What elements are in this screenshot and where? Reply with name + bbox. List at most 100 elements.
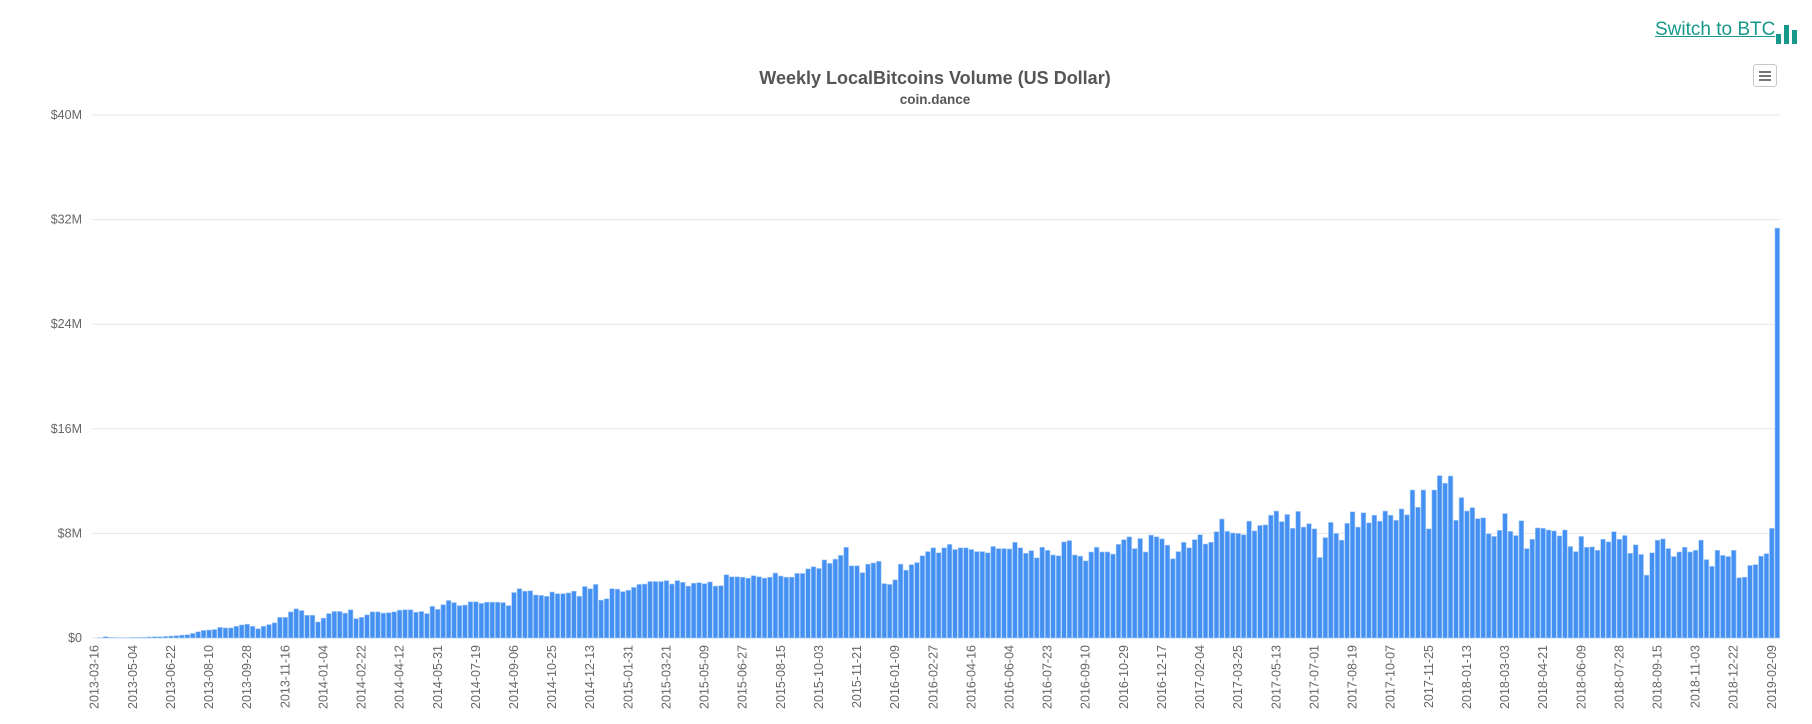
bar[interactable] — [631, 587, 637, 639]
bar[interactable] — [484, 601, 490, 639]
bar[interactable] — [816, 568, 822, 639]
bar[interactable] — [288, 611, 294, 639]
bar[interactable] — [968, 549, 975, 639]
bar[interactable] — [734, 576, 740, 639]
bar[interactable] — [1654, 539, 1661, 639]
bar[interactable] — [1339, 539, 1345, 639]
bar[interactable] — [990, 546, 996, 639]
bar[interactable] — [1017, 547, 1024, 639]
bar[interactable] — [1682, 546, 1688, 639]
bar[interactable] — [750, 575, 757, 639]
bar[interactable] — [331, 611, 337, 639]
bar[interactable] — [794, 573, 800, 639]
bar[interactable] — [364, 614, 370, 639]
bar[interactable] — [478, 603, 484, 639]
bar[interactable] — [1388, 514, 1394, 639]
bar[interactable] — [1758, 555, 1764, 639]
bar[interactable] — [440, 604, 446, 639]
bar[interactable] — [995, 548, 1002, 639]
bar[interactable] — [1006, 548, 1013, 639]
bar[interactable] — [1671, 556, 1677, 639]
bar[interactable] — [1584, 546, 1590, 639]
bar[interactable] — [1328, 522, 1334, 639]
bar[interactable] — [1164, 544, 1171, 639]
bar[interactable] — [756, 576, 762, 639]
bar[interactable] — [783, 576, 789, 639]
bar[interactable] — [1088, 551, 1094, 639]
bar[interactable] — [162, 636, 169, 639]
bar[interactable] — [1633, 544, 1639, 639]
bar[interactable] — [1148, 534, 1154, 639]
bar[interactable] — [712, 585, 719, 639]
bar[interactable] — [456, 605, 463, 639]
bar[interactable] — [642, 583, 648, 639]
bar[interactable] — [587, 588, 593, 639]
bar[interactable] — [206, 629, 212, 639]
switch-to-btc-link[interactable]: Switch to BTC — [1655, 19, 1776, 40]
bar[interactable] — [576, 595, 582, 639]
bar[interactable] — [1382, 510, 1388, 639]
bar[interactable] — [1181, 541, 1187, 639]
bar[interactable] — [892, 579, 898, 639]
bar[interactable] — [1333, 533, 1339, 639]
bar[interactable] — [1295, 511, 1301, 639]
bar[interactable] — [1197, 534, 1203, 639]
bar[interactable] — [674, 580, 680, 639]
bar[interactable] — [718, 585, 724, 639]
bar[interactable] — [1186, 547, 1192, 639]
bar[interactable] — [407, 609, 414, 639]
bar[interactable] — [1371, 514, 1377, 639]
bar[interactable] — [1142, 551, 1149, 639]
bar[interactable] — [1028, 550, 1034, 639]
bar[interactable] — [380, 612, 386, 639]
bar[interactable] — [691, 582, 697, 639]
bar[interactable] — [190, 633, 196, 639]
bar[interactable] — [304, 614, 310, 639]
bar[interactable] — [386, 612, 392, 639]
bar[interactable] — [179, 634, 185, 639]
bar[interactable] — [1731, 549, 1737, 639]
bar[interactable] — [1709, 566, 1715, 639]
bar[interactable] — [1268, 514, 1274, 639]
bar[interactable] — [462, 604, 468, 639]
bar[interactable] — [342, 612, 348, 639]
bar[interactable] — [925, 551, 931, 639]
bar[interactable] — [511, 592, 517, 639]
bar[interactable] — [1453, 520, 1459, 639]
bar[interactable] — [571, 590, 577, 639]
bar[interactable] — [173, 635, 180, 639]
bar[interactable] — [908, 564, 915, 639]
bar[interactable] — [1741, 576, 1748, 639]
bar[interactable] — [1377, 520, 1383, 639]
bar[interactable] — [1153, 536, 1160, 639]
bar[interactable] — [326, 613, 332, 639]
bar[interactable] — [669, 583, 675, 639]
bar[interactable] — [249, 625, 256, 639]
bar[interactable] — [1475, 518, 1481, 639]
bar[interactable] — [897, 563, 904, 639]
bar[interactable] — [1262, 524, 1269, 639]
bar[interactable] — [1192, 539, 1198, 639]
bar[interactable] — [1665, 548, 1672, 639]
bar[interactable] — [1447, 475, 1454, 639]
bar[interactable] — [832, 558, 838, 639]
bar[interactable] — [217, 627, 223, 639]
bar[interactable] — [1698, 539, 1704, 639]
bar[interactable] — [603, 598, 610, 639]
bar[interactable] — [1437, 475, 1443, 639]
bar[interactable] — [1551, 530, 1557, 639]
bar[interactable] — [1044, 549, 1051, 639]
bar[interactable] — [1692, 549, 1699, 639]
bar[interactable] — [865, 563, 871, 639]
bar[interactable] — [985, 552, 991, 639]
bar[interactable] — [1431, 489, 1437, 639]
bar[interactable] — [663, 580, 670, 639]
bar[interactable] — [549, 591, 555, 639]
bar[interactable] — [168, 635, 174, 639]
bar[interactable] — [489, 601, 495, 639]
bar[interactable] — [1562, 529, 1568, 639]
bar[interactable] — [1355, 526, 1361, 639]
bar[interactable] — [1066, 540, 1073, 639]
bar[interactable] — [1714, 549, 1721, 639]
bar[interactable] — [1077, 555, 1083, 639]
